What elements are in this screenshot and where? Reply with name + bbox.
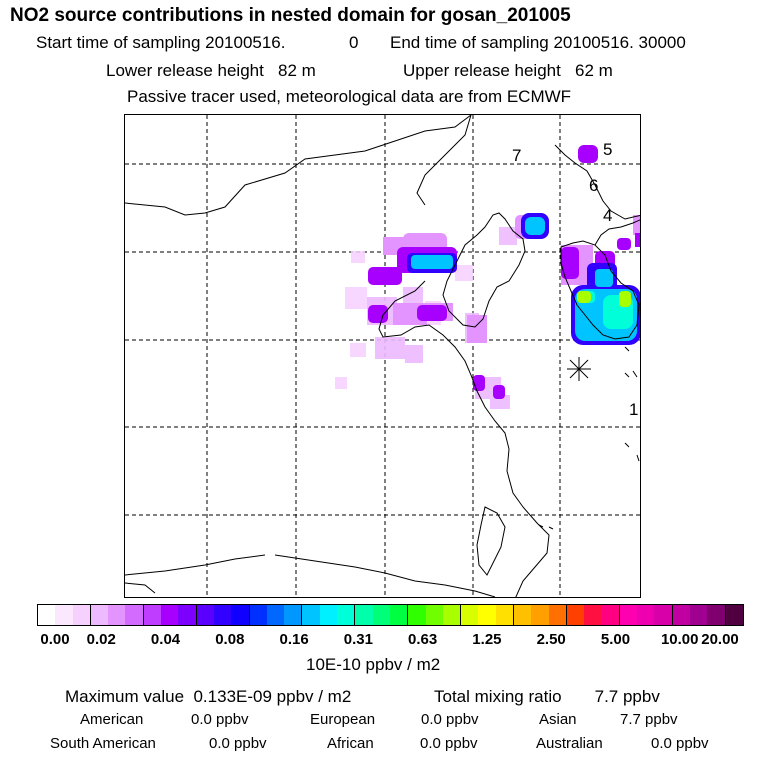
colorbar-swatch bbox=[689, 605, 708, 625]
colorbar-swatch bbox=[389, 605, 408, 625]
region-american-label: American bbox=[80, 711, 144, 728]
region-american-value: 0.0 ppbv bbox=[191, 711, 249, 728]
colorbar-swatch bbox=[584, 605, 602, 625]
colorbar-swatch bbox=[161, 605, 179, 625]
colorbar-swatch bbox=[442, 605, 461, 625]
colorbar-swatch bbox=[618, 605, 638, 625]
colorbar-swatch bbox=[654, 605, 672, 625]
colorbar bbox=[37, 604, 744, 626]
region-african-value: 0.0 ppbv bbox=[420, 735, 478, 752]
colorbar-swatch bbox=[707, 605, 725, 625]
colorbar-swatch bbox=[531, 605, 549, 625]
page-title: NO2 source contributions in nested domai… bbox=[10, 5, 571, 26]
colorbar-swatch bbox=[637, 605, 655, 625]
tracer-note: Passive tracer used, meteorological data… bbox=[127, 87, 572, 106]
end-time-label: End time of sampling 20100516. 30000 bbox=[390, 33, 686, 52]
colorbar-swatch bbox=[248, 605, 267, 625]
region-south-american-label: South American bbox=[50, 735, 156, 752]
colorbar-tick-label: 0.16 bbox=[279, 631, 309, 648]
lat-lon-grid bbox=[125, 115, 640, 597]
map-canvas: 1 4 5 6 7 bbox=[125, 115, 640, 597]
colorbar-swatch bbox=[354, 605, 373, 625]
site-marker-1: 1 bbox=[629, 400, 638, 419]
colorbar-tick-label: 20.00 bbox=[701, 631, 739, 648]
colorbar-swatch bbox=[125, 605, 143, 625]
colorbar-swatch bbox=[565, 605, 585, 625]
lower-release-height: Lower release height 82 m bbox=[106, 61, 316, 80]
colorbar-swatch bbox=[460, 605, 479, 625]
colorbar-tick-label: 2.50 bbox=[536, 631, 566, 648]
maximum-value: Maximum value 0.133E-09 ppbv / m2 bbox=[65, 687, 352, 706]
site-marker-4: 4 bbox=[603, 206, 612, 225]
region-asian-value: 7.7 ppbv bbox=[620, 711, 678, 728]
colorbar-tick-label: 0.02 bbox=[86, 631, 116, 648]
colorbar-swatch bbox=[601, 605, 619, 625]
region-australian-label: Australian bbox=[536, 735, 603, 752]
total-mixing-ratio: Total mixing ratio 7.7 ppbv bbox=[434, 687, 660, 706]
colorbar-swatch bbox=[337, 605, 355, 625]
colorbar-tick-label: 0.31 bbox=[343, 631, 373, 648]
colorbar-swatch bbox=[108, 605, 126, 625]
colorbar-swatch bbox=[89, 605, 109, 625]
colorbar-swatch bbox=[495, 605, 514, 625]
colorbar-swatch bbox=[478, 605, 496, 625]
upper-release-height: Upper release height 62 m bbox=[403, 61, 613, 80]
site-marker-5: 5 bbox=[603, 140, 612, 159]
asterisk-icon bbox=[567, 357, 591, 381]
colorbar-tick-label: 1.25 bbox=[472, 631, 502, 648]
colorbar-swatch bbox=[548, 605, 566, 625]
colorbar-swatch bbox=[513, 605, 532, 625]
colorbar-swatch bbox=[724, 605, 743, 625]
colorbar-unit: 10E-10 ppbv / m2 bbox=[306, 655, 441, 674]
colorbar-tick-label: 0.04 bbox=[150, 631, 181, 648]
region-south-american-value: 0.0 ppbv bbox=[209, 735, 267, 752]
region-european-value: 0.0 ppbv bbox=[421, 711, 479, 728]
colorbar-swatch bbox=[301, 605, 320, 625]
colorbar-swatch bbox=[213, 605, 232, 625]
map-panel: 1 4 5 6 7 bbox=[124, 114, 641, 598]
colorbar-swatch bbox=[178, 605, 196, 625]
region-african-label: African bbox=[327, 735, 374, 752]
colorbar-tick-label: 10.00 bbox=[660, 631, 699, 648]
colorbar-swatch bbox=[407, 605, 426, 625]
coastline bbox=[125, 115, 640, 597]
colorbar-swatch bbox=[38, 605, 56, 625]
colorbar-swatch bbox=[55, 605, 73, 625]
colorbar-swatch bbox=[266, 605, 285, 625]
region-asian-label: Asian bbox=[539, 711, 577, 728]
colorbar-swatch bbox=[671, 605, 690, 625]
start-time-label: Start time of sampling 20100516. bbox=[36, 33, 286, 52]
colorbar-swatch bbox=[231, 605, 249, 625]
colorbar-tick-label: 0.63 bbox=[408, 631, 438, 648]
region-european-label: European bbox=[310, 711, 376, 728]
colorbar-swatch bbox=[72, 605, 90, 625]
colorbar-swatch bbox=[425, 605, 443, 625]
colorbar-tick-label: 0.00 bbox=[40, 631, 70, 648]
concentration-field bbox=[335, 145, 640, 409]
colorbar-swatch bbox=[195, 605, 214, 625]
colorbar-swatch bbox=[142, 605, 162, 625]
colorbar-tick-label: 5.00 bbox=[600, 631, 631, 648]
colorbar-swatch bbox=[372, 605, 390, 625]
colorbar-swatch bbox=[319, 605, 338, 625]
colorbar-tick-label: 0.08 bbox=[215, 631, 245, 648]
site-marker-6: 6 bbox=[589, 176, 598, 195]
colorbar-swatch bbox=[284, 605, 302, 625]
start-time-value: 0 bbox=[349, 33, 359, 52]
region-australian-value: 0.0 ppbv bbox=[651, 735, 709, 752]
site-marker-7: 7 bbox=[512, 146, 521, 165]
